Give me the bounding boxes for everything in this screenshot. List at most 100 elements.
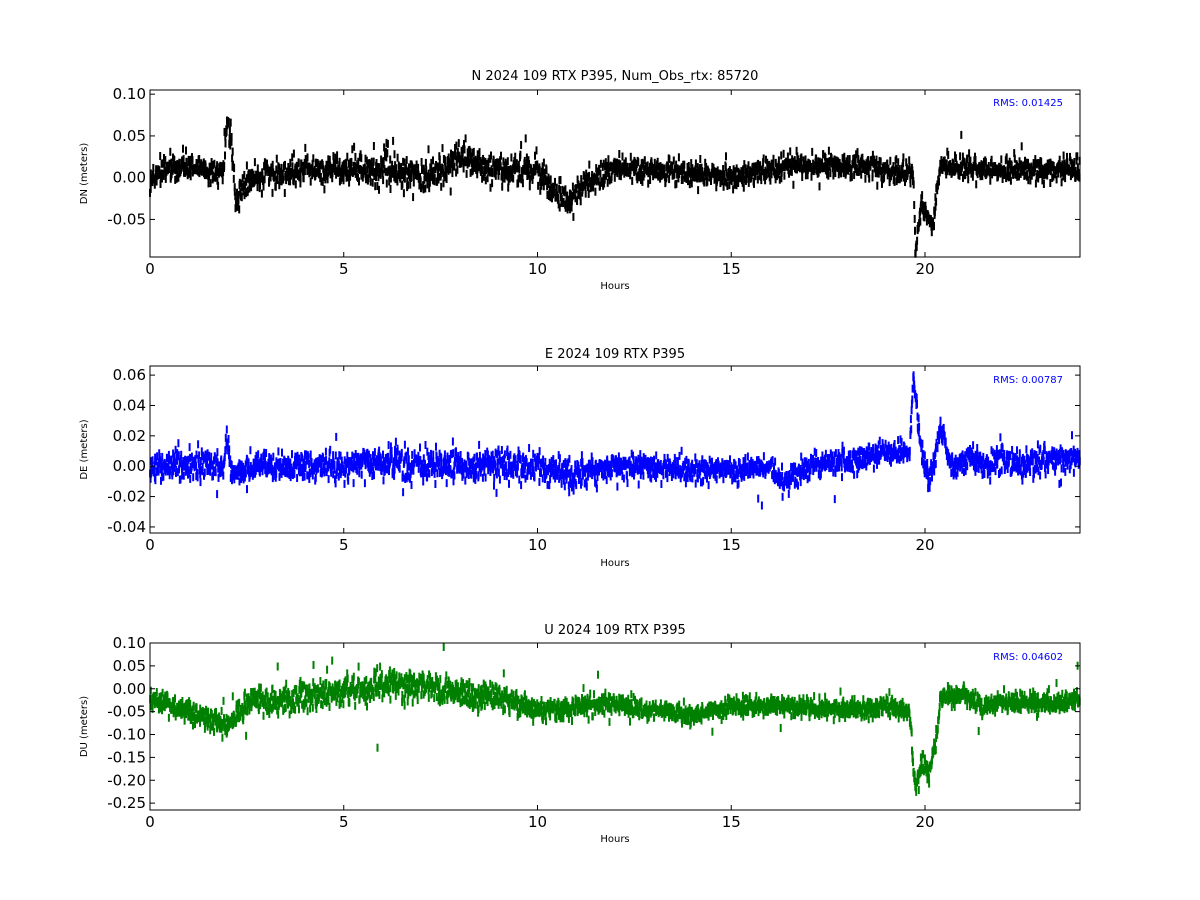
data-point (647, 179, 650, 188)
data-point (452, 467, 455, 476)
data-point (483, 457, 486, 466)
data-point (171, 166, 174, 175)
data-point (347, 476, 350, 485)
data-point (557, 465, 560, 473)
data-point (175, 166, 178, 175)
data-point (274, 462, 277, 471)
data-point (368, 468, 371, 477)
data-point (742, 457, 745, 466)
data-point (948, 455, 951, 464)
data-point (303, 167, 306, 176)
data-point (548, 481, 551, 490)
data-point (780, 174, 783, 183)
data-point (494, 448, 497, 457)
data-point (324, 171, 326, 180)
data-point (278, 462, 281, 471)
data-point (380, 155, 383, 164)
data-point (799, 472, 802, 481)
data-point (462, 164, 465, 173)
data-point (908, 156, 911, 165)
data-point (164, 174, 167, 183)
data-point (910, 425, 913, 434)
data-point (484, 473, 487, 482)
data-point (521, 179, 524, 188)
data-point (200, 447, 203, 456)
data-point (573, 189, 576, 197)
data-point (227, 435, 230, 443)
data-point (381, 157, 384, 166)
data-point (599, 181, 601, 190)
data-point (1062, 166, 1064, 175)
data-point (296, 474, 299, 482)
data-point (305, 160, 308, 169)
data-point (445, 459, 448, 468)
data-point (861, 153, 864, 162)
data-point (506, 166, 509, 175)
data-point (299, 458, 302, 467)
data-point (1072, 163, 1075, 172)
data-point (241, 182, 244, 191)
data-point (606, 455, 609, 464)
data-point (432, 156, 434, 165)
data-point (168, 163, 171, 172)
data-point (950, 162, 953, 171)
data-point (565, 199, 568, 208)
data-point (1073, 158, 1076, 166)
data-point (301, 465, 304, 474)
data-point (289, 158, 292, 167)
data-point (873, 155, 875, 164)
data-point (324, 175, 327, 184)
data-point (503, 472, 506, 480)
data-point (1048, 159, 1051, 168)
data-point (617, 165, 620, 174)
data-point (832, 161, 835, 169)
data-point (160, 460, 163, 469)
data-point (666, 474, 669, 483)
data-point (356, 466, 359, 475)
data-point (923, 469, 926, 478)
data-point (237, 195, 240, 204)
data-point (734, 461, 737, 470)
data-point (491, 168, 494, 177)
data-point (382, 160, 385, 169)
data-point (918, 219, 921, 228)
data-point (934, 193, 937, 202)
data-point (348, 178, 351, 187)
data-point (780, 168, 783, 177)
data-point (463, 140, 465, 148)
data-point (542, 175, 545, 184)
data-point (587, 189, 590, 198)
data-point (572, 486, 575, 495)
data-point (893, 440, 896, 448)
data-point (280, 163, 283, 172)
data-point (394, 445, 396, 454)
data-point (203, 468, 206, 477)
data-point (370, 167, 373, 176)
data-point (402, 189, 405, 198)
data-point (180, 450, 183, 459)
data-point (1037, 159, 1039, 168)
data-point (847, 166, 850, 175)
data-point (451, 151, 453, 159)
data-point (694, 466, 696, 475)
data-point (471, 461, 474, 470)
data-point (874, 169, 877, 178)
data-point (367, 455, 369, 464)
data-point (159, 465, 162, 474)
data-point (183, 168, 185, 177)
data-point (493, 481, 495, 490)
data-point (514, 152, 517, 161)
data-point (396, 459, 398, 468)
data-point (590, 183, 593, 192)
data-point (264, 460, 267, 469)
data-point (588, 464, 591, 473)
data-point (853, 171, 856, 180)
data-point (512, 470, 515, 479)
data-point (490, 451, 493, 460)
data-point (326, 175, 329, 184)
data-point (279, 468, 282, 476)
data-point (632, 455, 635, 464)
data-point (695, 459, 698, 468)
data-point (1052, 172, 1055, 181)
data-point (482, 157, 485, 165)
